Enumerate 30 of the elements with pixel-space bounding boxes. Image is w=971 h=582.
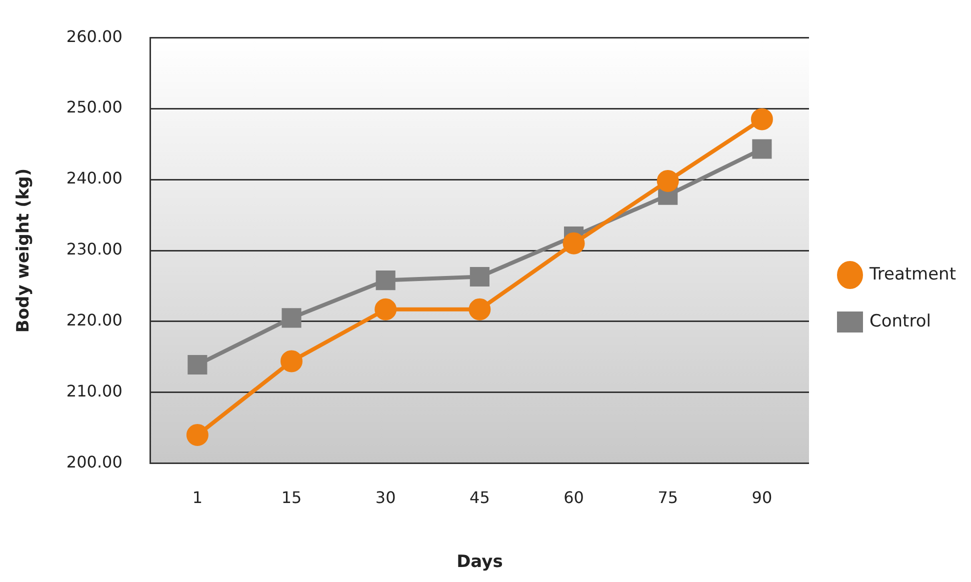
y-tick-label: 210.00: [66, 382, 122, 401]
y-tick-label: 260.00: [66, 26, 122, 46]
point: [656, 170, 679, 192]
point: [562, 232, 585, 254]
x-tick-label: 90: [752, 488, 772, 508]
point: [750, 108, 773, 130]
y-axis-title: Body weight (kg): [14, 168, 34, 333]
legend-label: Control: [870, 311, 931, 332]
x-tick-label: 30: [375, 488, 396, 508]
legend-label: Treatment: [868, 264, 956, 284]
point: [188, 354, 208, 375]
y-tick-label: 200.00: [66, 452, 122, 472]
x-tick-label: 75: [658, 488, 678, 508]
point: [282, 308, 302, 328]
point: [468, 298, 491, 320]
point: [376, 270, 396, 290]
point: [280, 350, 303, 372]
point: [752, 139, 772, 159]
x-tick-label: 1: [192, 488, 203, 508]
x-tick-label: 15: [281, 488, 302, 508]
y-tick-label: 220.00: [66, 310, 122, 330]
x-tick-label: 60: [564, 488, 584, 508]
y-tick-label: 230.00: [66, 240, 122, 259]
point: [374, 298, 397, 320]
point: [186, 424, 208, 446]
y-tick-label: 240.00: [66, 168, 122, 188]
x-axis-title: Days: [456, 552, 503, 572]
x-tick-label: 45: [470, 488, 490, 508]
y-tick-label: 250.00: [66, 98, 122, 117]
point: [470, 266, 490, 287]
